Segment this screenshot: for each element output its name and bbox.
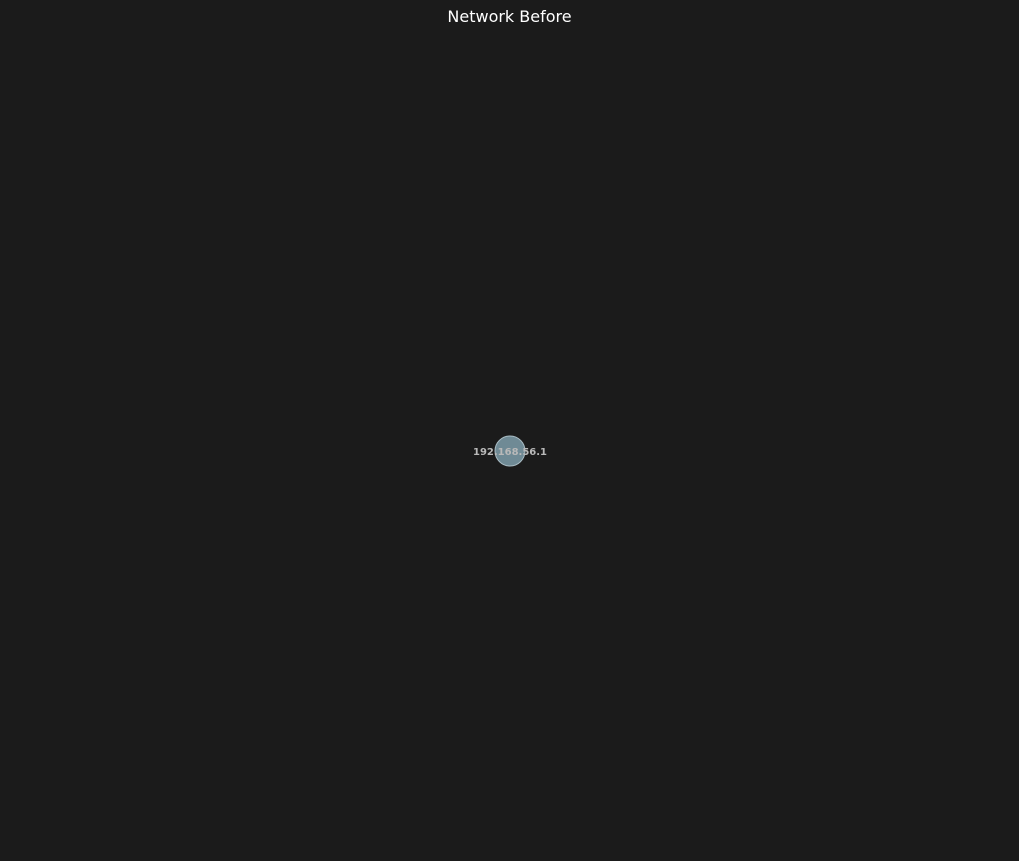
- node-circle: [494, 435, 526, 467]
- node-label: 192.168.56.1: [473, 447, 547, 458]
- chart-title: Network Before: [447, 7, 572, 26]
- node-192-168-56-1: 192.168.56.1: [473, 435, 547, 467]
